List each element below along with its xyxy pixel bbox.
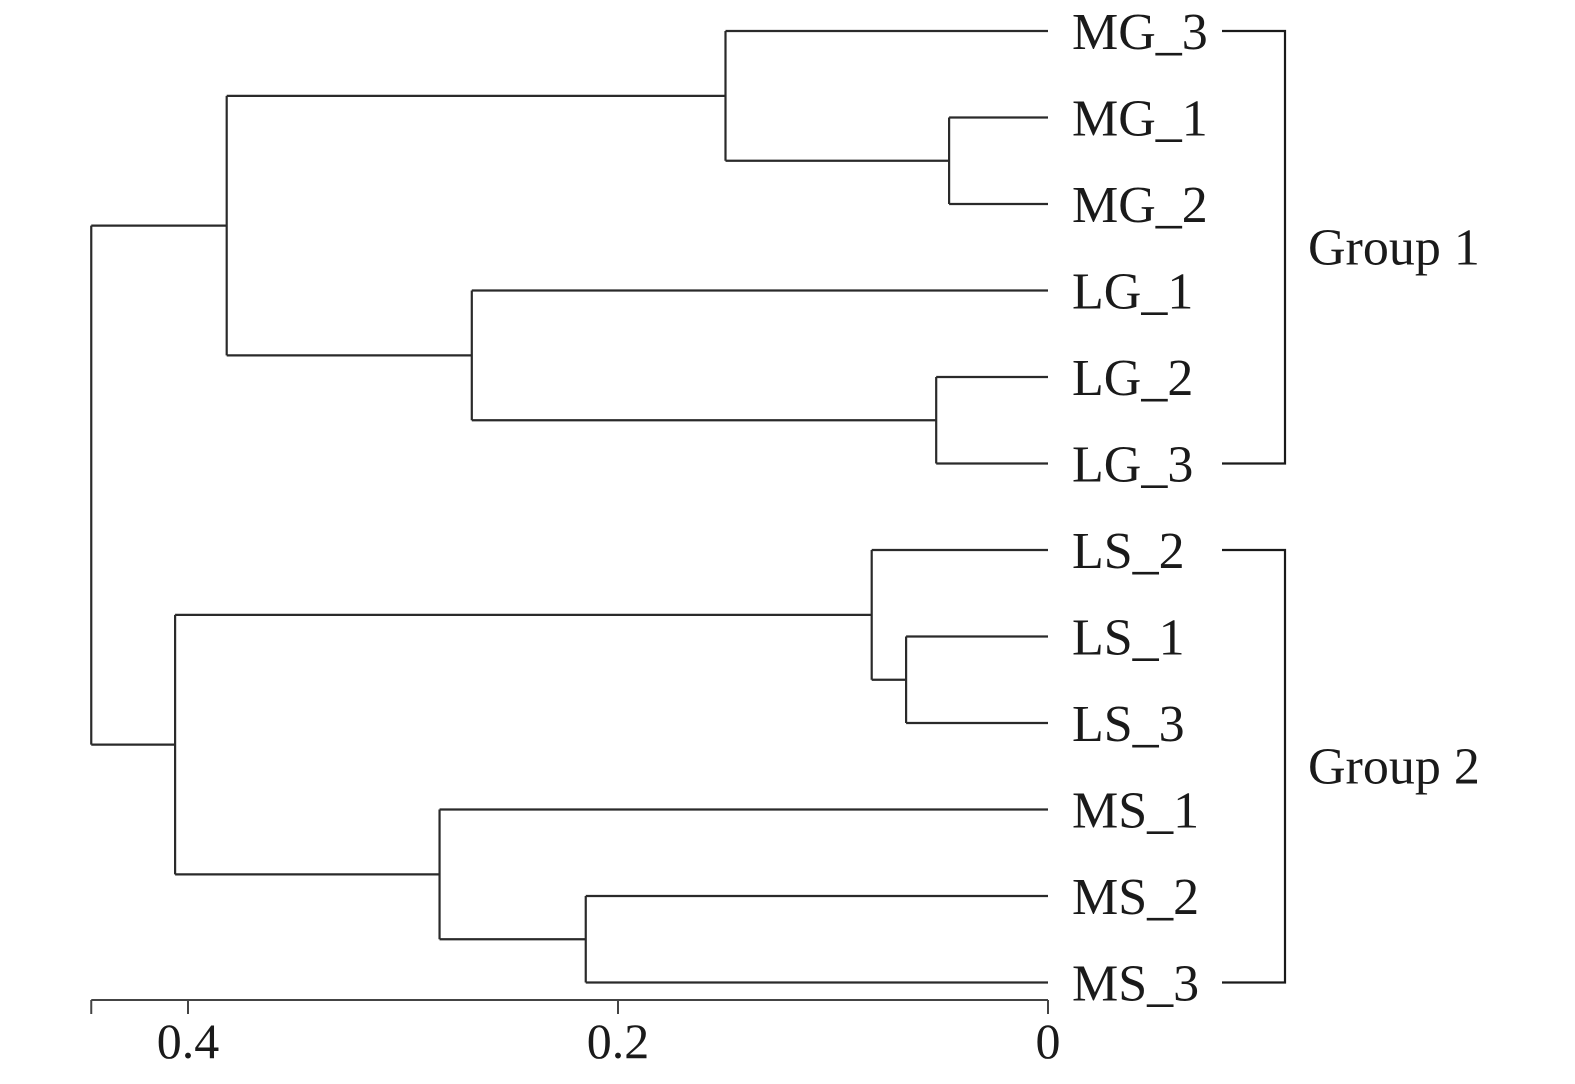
leaf-label-lg-2: LG_2 [1072, 350, 1193, 407]
group-label-2: Group 2 [1308, 738, 1480, 795]
group-label-1: Group 1 [1308, 219, 1480, 276]
axis-tick-label: 0.4 [157, 1013, 220, 1069]
leaf-label-ls-3: LS_3 [1072, 696, 1185, 753]
leaf-label-ls-1: LS_1 [1072, 610, 1185, 667]
leaf-label-ms-3: MS_3 [1072, 956, 1199, 1013]
leaf-label-lg-1: LG_1 [1072, 264, 1193, 321]
leaf-labels: MG_3 MG_1 MG_2 LG_1 LG_2 LG_3 LS_2 LS_1 LS_3 MS_1… [1072, 4, 1208, 1013]
branch-lines [90, 29, 1048, 984]
leaf-label-lg-3: LG_3 [1072, 437, 1193, 494]
leaf-label-ms-2: MS_2 [1072, 869, 1199, 926]
leaf-label-mg-1: MG_1 [1072, 91, 1208, 148]
group-bracket-1 [1222, 29, 1287, 465]
leaf-label-mg-3: MG_3 [1072, 4, 1208, 61]
leaf-label-ls-2: LS_2 [1072, 523, 1185, 580]
axis-tick-label: 0 [1036, 1013, 1061, 1069]
leaf-label-ms-1: MS_1 [1072, 783, 1199, 840]
axis-tick-label: 0.2 [587, 1013, 650, 1069]
distance-axis: 0.4 0.2 0 [90, 999, 1061, 1069]
group-brackets: Group 1 Group 2 [1222, 29, 1480, 984]
group-bracket-2 [1222, 548, 1287, 984]
leaf-label-mg-2: MG_2 [1072, 177, 1208, 234]
